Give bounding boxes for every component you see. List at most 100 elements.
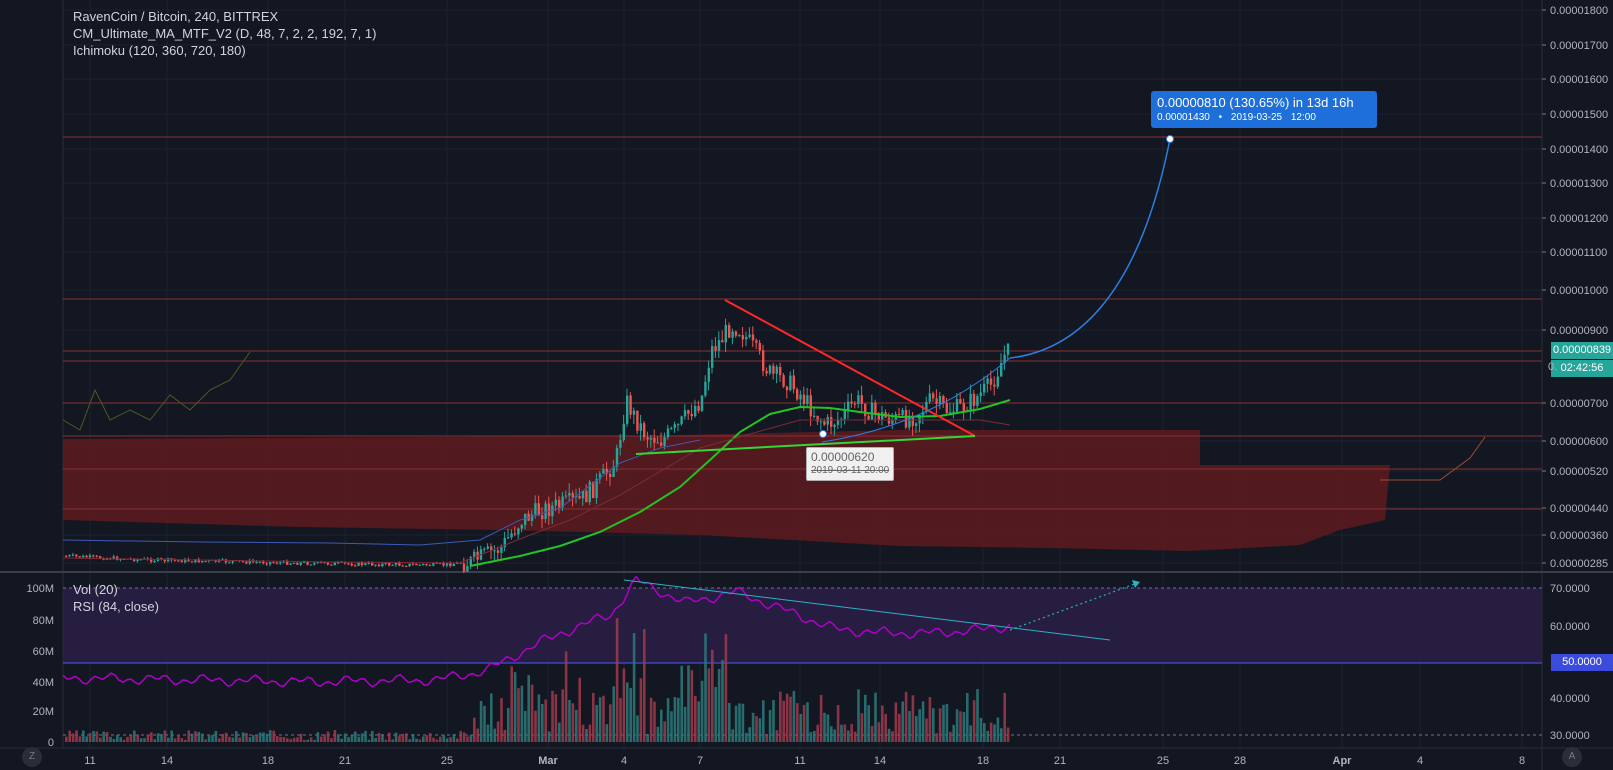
candle-body bbox=[452, 564, 455, 567]
candle-body bbox=[490, 546, 493, 551]
volume-bar bbox=[592, 692, 595, 742]
volume-bar bbox=[507, 708, 510, 742]
price-tick-label: 0.00001200 bbox=[1550, 213, 1608, 225]
volume-indicator-label[interactable]: Vol (20) bbox=[73, 582, 118, 597]
time-tick-label: Apr bbox=[1333, 755, 1353, 767]
candle-body bbox=[704, 381, 707, 396]
candle-body bbox=[306, 561, 309, 565]
candle-body bbox=[935, 398, 938, 404]
candle-body bbox=[119, 559, 122, 561]
volume-bar bbox=[269, 730, 272, 742]
candle-body bbox=[333, 562, 336, 566]
measure-label[interactable]: 0.00000810 (130.65%) in 13d 16h 0.000014… bbox=[1151, 91, 1377, 128]
volume-bar bbox=[996, 717, 1000, 742]
candle-body bbox=[711, 346, 714, 368]
auto-scale-button[interactable]: A bbox=[1562, 747, 1582, 767]
candle-body bbox=[330, 564, 333, 566]
volume-bar bbox=[952, 724, 955, 742]
volume-bar bbox=[707, 668, 711, 742]
indicator-ichimoku-label[interactable]: Ichimoku (120, 360, 720, 180) bbox=[73, 43, 246, 58]
candle-body bbox=[728, 325, 731, 338]
candle-body bbox=[507, 537, 510, 539]
candle-body bbox=[918, 415, 921, 424]
projection-startpoint[interactable] bbox=[819, 430, 827, 438]
candle-body bbox=[78, 556, 81, 558]
candle-body bbox=[877, 413, 880, 421]
candle-body bbox=[789, 375, 792, 391]
volume-tick-label: 60M bbox=[33, 646, 54, 658]
candle-body bbox=[932, 393, 935, 399]
volume-bar bbox=[71, 733, 75, 742]
volume-tick-label: 0 bbox=[48, 737, 54, 749]
volume-bar bbox=[1000, 728, 1003, 742]
volume-bar bbox=[371, 730, 374, 742]
candle-body bbox=[949, 412, 952, 414]
volume-bar bbox=[170, 730, 173, 742]
candle-body bbox=[609, 473, 612, 477]
volume-bar bbox=[585, 729, 588, 742]
candle-body bbox=[666, 428, 670, 438]
projection-endpoint[interactable] bbox=[1166, 135, 1174, 143]
candle-body bbox=[571, 493, 574, 498]
candle-body bbox=[585, 490, 588, 503]
candle-body bbox=[388, 562, 391, 566]
candle-body bbox=[833, 424, 836, 427]
volume-bar bbox=[486, 724, 490, 742]
volume-bar bbox=[704, 633, 707, 742]
zoom-button[interactable]: Z bbox=[22, 747, 42, 767]
candle-body bbox=[1003, 354, 1006, 364]
candle-body bbox=[707, 367, 710, 382]
volume-bar bbox=[537, 694, 541, 742]
candle-body bbox=[901, 410, 904, 415]
candle-body bbox=[323, 562, 326, 564]
candle-body bbox=[870, 402, 874, 420]
volume-bar bbox=[949, 731, 952, 742]
candle-body bbox=[775, 366, 778, 374]
chikou-span bbox=[62, 351, 251, 431]
volume-bar bbox=[201, 733, 204, 742]
volume-bar bbox=[340, 738, 343, 742]
candle-body bbox=[371, 562, 374, 566]
candle-body bbox=[762, 350, 765, 372]
candle-body bbox=[734, 331, 738, 336]
candle-body bbox=[160, 558, 163, 560]
volume-bar bbox=[558, 722, 561, 742]
volume-bar bbox=[449, 737, 452, 742]
volume-bar bbox=[303, 739, 306, 742]
volume-bar bbox=[377, 732, 381, 742]
candle-body bbox=[190, 561, 194, 563]
candle-body bbox=[394, 563, 398, 565]
candle-body bbox=[578, 496, 581, 499]
time-tick-label: 14 bbox=[161, 755, 173, 767]
volume-bar bbox=[374, 738, 377, 742]
candle-body bbox=[598, 473, 602, 480]
candle-body bbox=[398, 563, 401, 566]
price-tick-label: 0.00000600 bbox=[1550, 436, 1608, 448]
time-tick-label: 28 bbox=[1234, 755, 1246, 767]
candle-body bbox=[993, 384, 996, 387]
volume-bar bbox=[768, 710, 772, 742]
volume-bar bbox=[510, 666, 513, 742]
volume-bar bbox=[921, 701, 925, 742]
volume-bar bbox=[571, 703, 575, 742]
candle-body bbox=[92, 555, 95, 557]
candle-body bbox=[697, 406, 700, 411]
indicator-ma-label[interactable]: CM_Ultimate_MA_MTF_V2 (D, 48, 7, 2, 2, 1… bbox=[73, 26, 377, 41]
chart-symbol-title[interactable]: RavenCoin / Bitcoin, 240, BITTREX bbox=[73, 9, 279, 24]
candle-body bbox=[364, 563, 367, 566]
volume-bar bbox=[163, 730, 167, 742]
candle-body bbox=[224, 559, 228, 563]
measure-target: 0.00001430 • 2019-03-25 12:00 bbox=[1157, 112, 1316, 123]
measure-target-time: 12:00 bbox=[1290, 112, 1316, 123]
candle-body bbox=[925, 401, 928, 412]
candle-body bbox=[558, 499, 561, 508]
volume-bar bbox=[813, 730, 816, 742]
candle-body bbox=[636, 410, 639, 431]
volume-bar bbox=[248, 737, 252, 742]
candle-body bbox=[541, 515, 544, 520]
volume-bar bbox=[932, 708, 935, 742]
rsi-indicator-label[interactable]: RSI (84, close) bbox=[73, 599, 159, 614]
candle-body bbox=[296, 562, 299, 565]
volume-bar bbox=[265, 733, 269, 742]
